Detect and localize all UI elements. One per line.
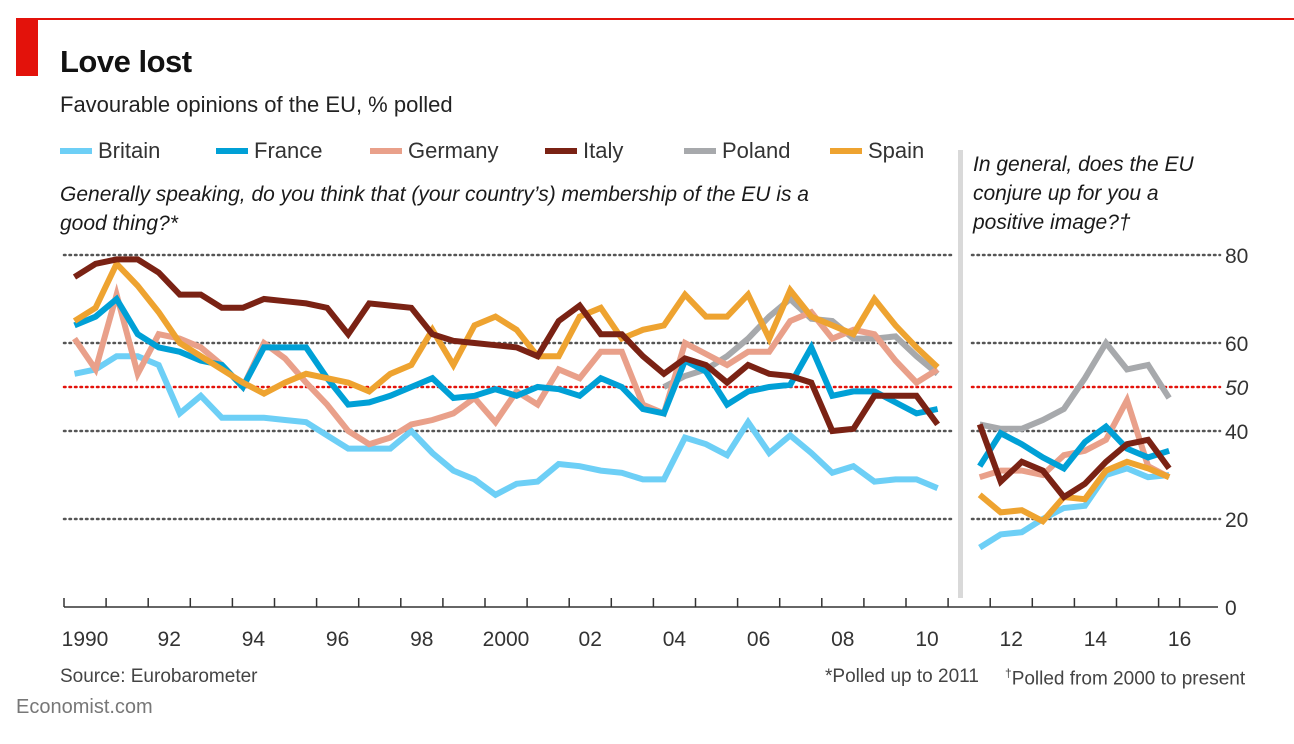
x-tick-label: 04 [663,628,687,651]
x-tick-label: 98 [410,628,433,651]
legend-label: Spain [868,138,925,163]
legend-label: Poland [722,138,791,163]
footnote-asterisk: *Polled up to 2011 [825,666,979,687]
legend-swatch-spain [830,148,862,154]
legend-label: Italy [583,138,624,163]
question-right: In general, does the EU conjure up for y… [973,153,1194,234]
source-note: Source: Eurobarometer [60,666,258,687]
x-tick-label: 06 [747,628,770,651]
x-tick-label: 2000 [483,628,530,651]
series-line-britain-image [978,465,1170,551]
top-rule [16,18,1294,20]
legend-label: Germany [408,138,499,163]
legend-swatch-germany [370,148,402,154]
legend-item-spain: Spain [830,138,924,164]
legend-item-poland: Poland [684,138,791,164]
x-tick-label: 08 [831,628,854,651]
x-tick-label: 1990 [62,628,109,651]
y-axis-labels: 80 60 50 40 20 0 [1225,245,1249,620]
legend-item-germany: Germany [370,138,498,164]
legend-item-britain: Britain [60,138,160,164]
y-tick-label: 80 [1225,245,1248,268]
brand-logo: Economist.com [16,696,153,718]
series-line-italy-membership [72,256,941,435]
y-tick-label: 40 [1225,421,1248,444]
chart-title: Love lost [60,44,192,79]
series-lines [72,256,1172,551]
footnote-dagger-text: Polled from 2000 to present [1011,668,1246,690]
legend-swatch-france [216,148,248,154]
series-line-poland-image [979,337,1172,432]
question-left: Generally speaking, do you think that (y… [60,183,809,235]
y-tick-label: 0 [1225,597,1237,620]
dagger-mark: † [1005,666,1012,680]
x-tick-label: 02 [579,628,602,651]
x-tick-label: 96 [326,628,349,651]
series-line-spain-membership [72,258,940,397]
legend-swatch-poland [684,148,716,154]
x-tick-label: 16 [1168,628,1191,651]
x-tick-label: 10 [915,628,938,651]
y-tick-label: 60 [1225,333,1248,356]
panel-divider [958,150,963,598]
x-axis-labels: 1990 92 94 96 98 2000 02 04 06 08 10 12 14 16 [62,628,1192,651]
x-tick-label: 12 [1000,628,1023,651]
series-line-italy-image [976,423,1172,501]
legend-swatch-italy [545,148,577,154]
footnote-dagger: †Polled from 2000 to present [1005,666,1245,690]
legend-label: France [254,138,323,163]
x-tick-label: 94 [242,628,266,651]
x-tick-label: 92 [158,628,181,651]
legend-item-france: France [216,138,322,164]
legend-item-italy: Italy [545,138,623,164]
y-tick-label: 50 [1225,377,1249,400]
y-tick-label: 20 [1225,509,1248,532]
gridlines [62,253,1222,521]
legend-label: Britain [98,138,161,163]
series-line-britain-membership [73,353,939,499]
legend-swatch-britain [60,148,92,154]
red-tab-marker [16,18,38,76]
series-line-spain-image [977,458,1171,525]
x-tick-label: 14 [1084,628,1108,651]
series-line-france-image [977,422,1170,473]
x-axis [63,598,1218,608]
chart-subtitle: Favourable opinions of the EU, % polled [60,92,453,117]
